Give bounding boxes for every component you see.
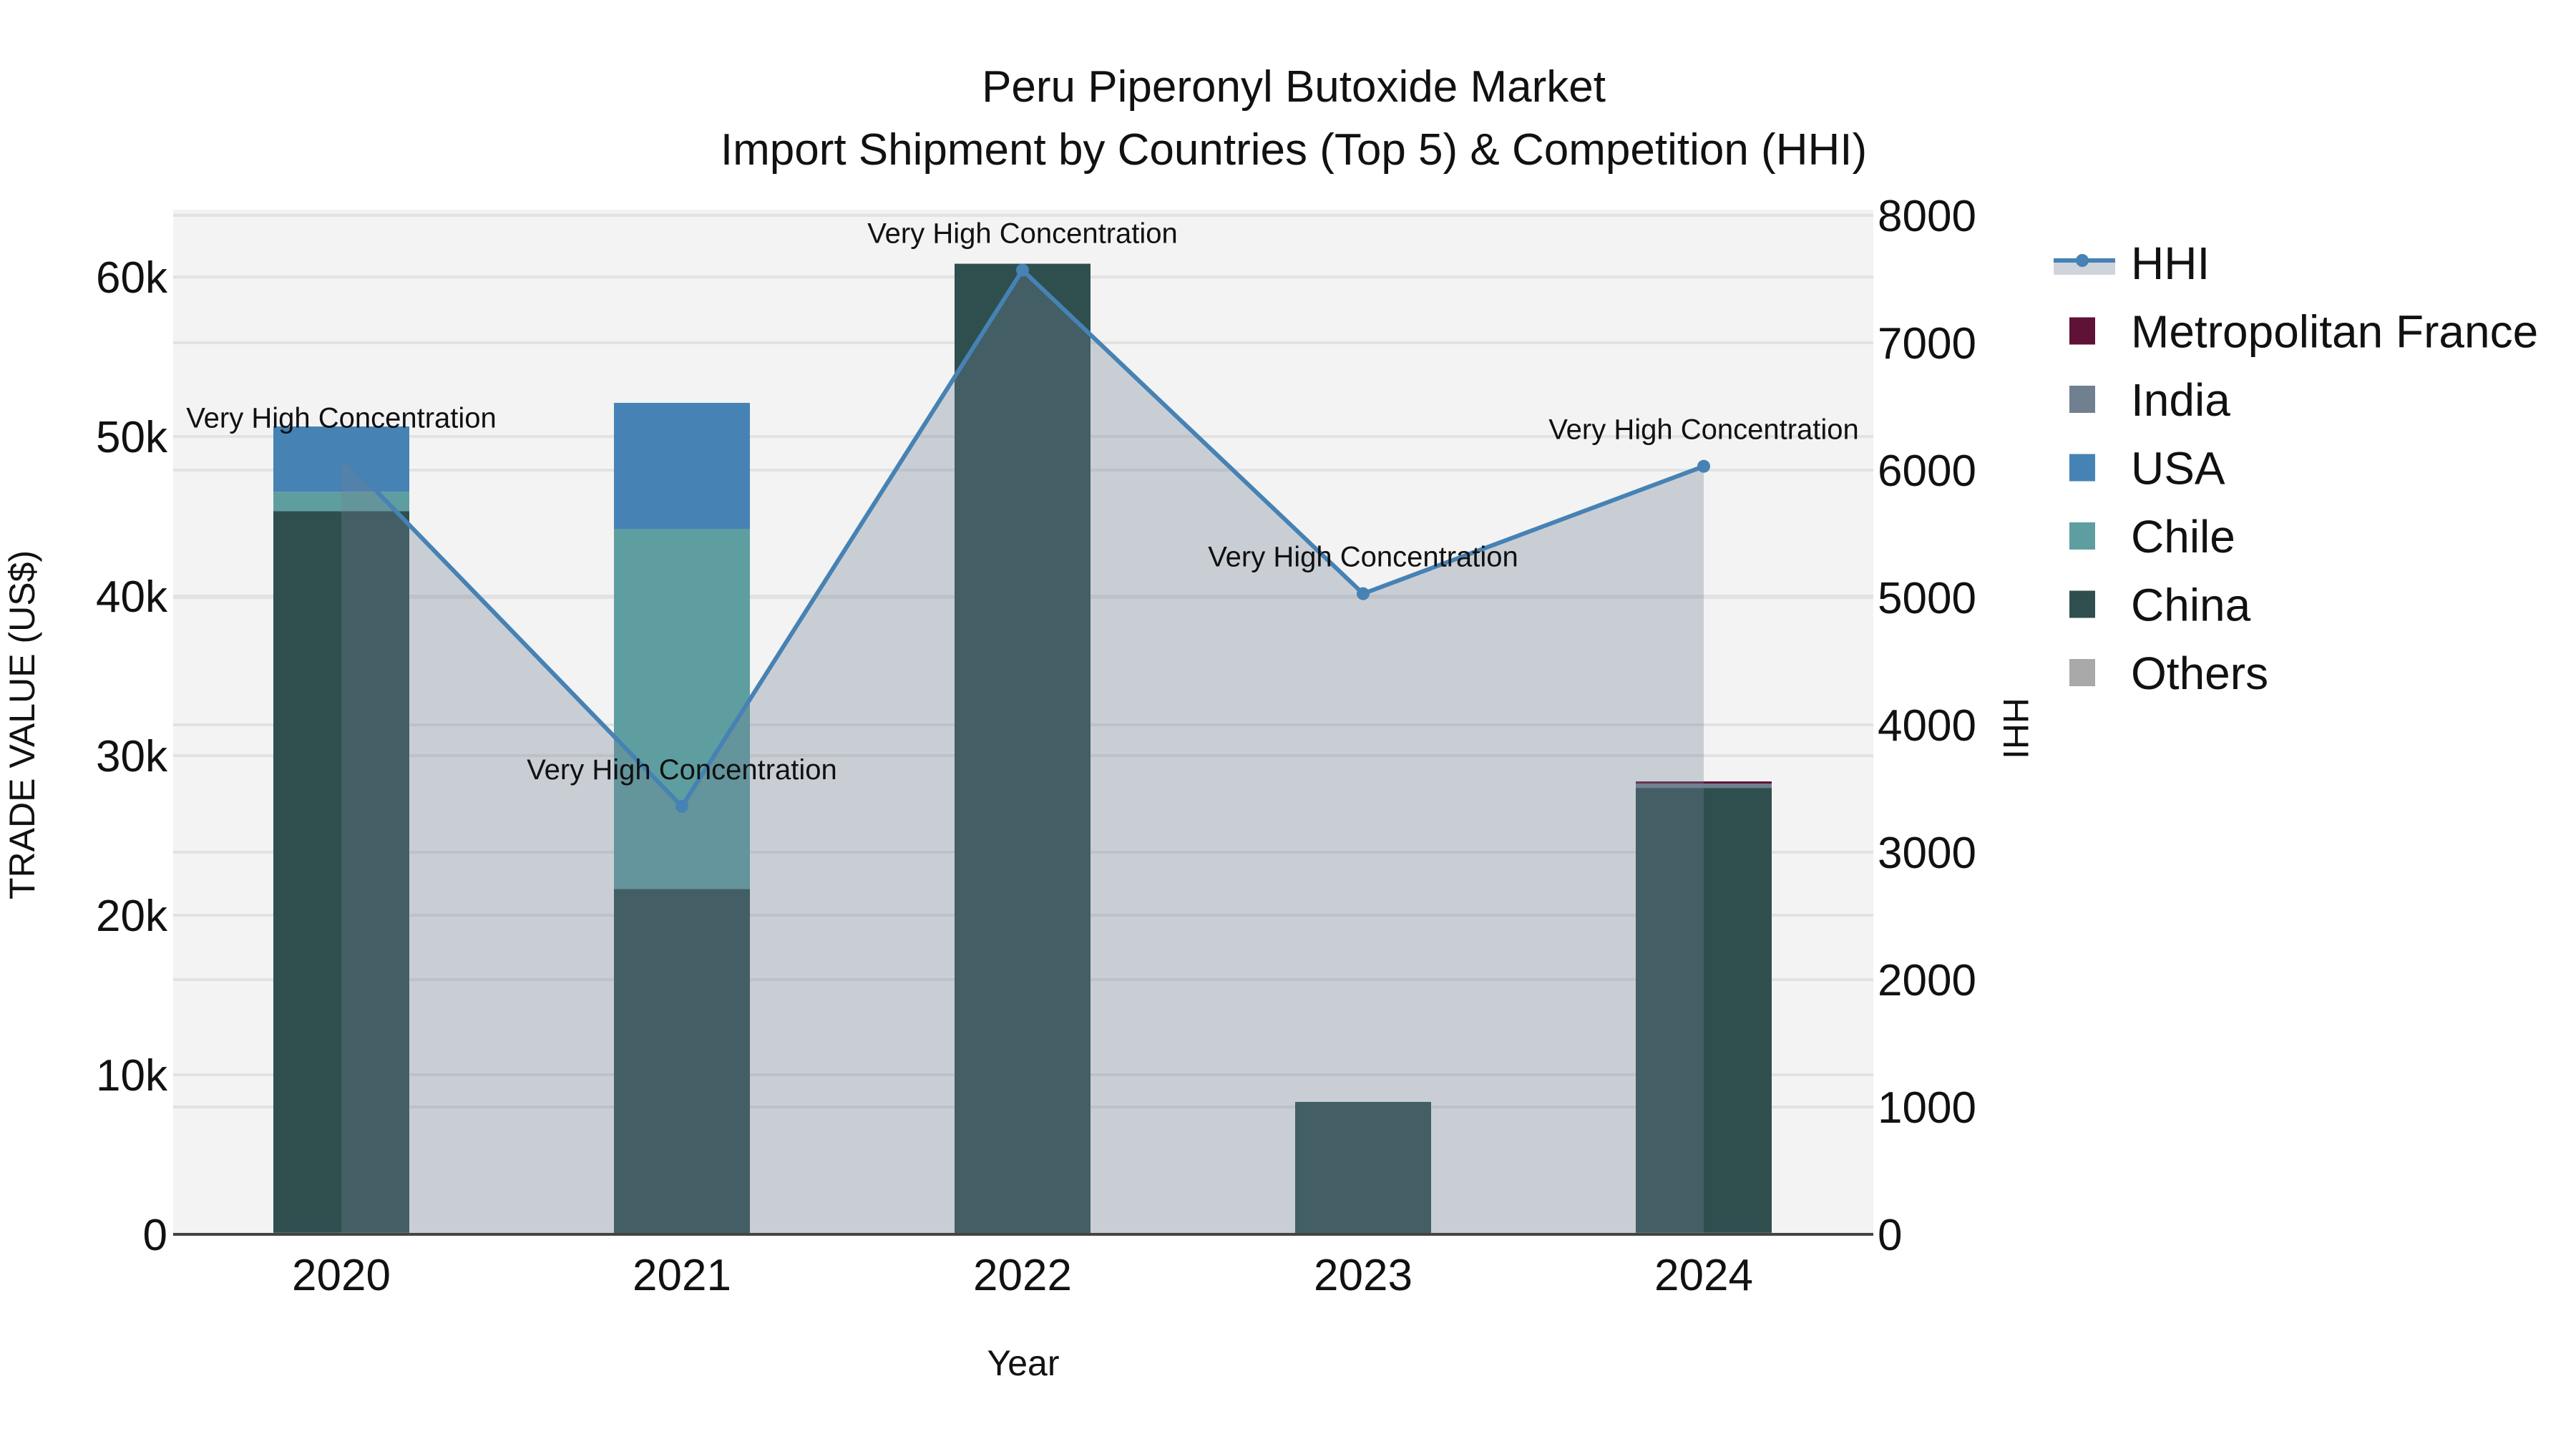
- bar-segment-china: [955, 263, 1091, 1234]
- hhi-annotations: Very High Concentration Very High Concent…: [186, 218, 1859, 786]
- legend-item-others[interactable]: Others: [2069, 648, 2268, 699]
- legend-swatch-icon: [2069, 317, 2095, 345]
- y-tick-label: 60k: [96, 253, 168, 303]
- legend-hhi-fill-swatch: [2054, 260, 2115, 275]
- legend-swatch-icon: [2069, 659, 2095, 686]
- hhi-annotation: Very High Concentration: [867, 218, 1178, 250]
- y2-axis-title: HHI: [1996, 698, 2036, 759]
- hhi-marker: [675, 799, 688, 813]
- legend-item-hhi[interactable]: HHI: [2054, 238, 2210, 289]
- bar-segment-usa: [614, 403, 750, 530]
- bar-segment-china: [1636, 788, 1772, 1233]
- hhi-marker: [1697, 459, 1710, 473]
- legend-item-china[interactable]: China: [2069, 580, 2251, 631]
- bar-segment-china: [273, 511, 409, 1233]
- y-tick-label: 50k: [96, 413, 168, 462]
- bar-segment-metropolitan-france: [1636, 781, 1772, 784]
- legend-item-india[interactable]: India: [2069, 374, 2230, 426]
- y2-tick-label: 0: [1878, 1211, 1902, 1260]
- legend-swatch-icon: [2069, 590, 2095, 618]
- y-tick-label: 40k: [96, 572, 168, 622]
- x-tick-label: 2022: [973, 1251, 1072, 1300]
- hhi-marker: [335, 448, 348, 462]
- y-tick-label: 0: [143, 1211, 167, 1260]
- bar-segment-chile: [614, 529, 750, 889]
- x-tick-label: 2024: [1654, 1251, 1753, 1300]
- legend-label: Chile: [2131, 511, 2235, 562]
- y-axis-title: TRADE VALUE (US$): [2, 550, 42, 899]
- x-tick-label: 2020: [292, 1251, 391, 1300]
- y2-tick-label: 8000: [1878, 192, 1976, 241]
- chart-title: Peru Piperonyl Butoxide Market: [982, 62, 1606, 112]
- y2-tick-label: 4000: [1878, 701, 1976, 751]
- legend-label: HHI: [2131, 238, 2210, 289]
- bar-segment-india: [1636, 784, 1772, 789]
- legend-swatch-icon: [2069, 522, 2095, 550]
- hhi-marker: [1016, 263, 1029, 277]
- legend-item-metropolitan-france[interactable]: Metropolitan France: [2069, 306, 2538, 358]
- legend-swatch-icon: [2069, 386, 2095, 413]
- y2-tick-label: 7000: [1878, 319, 1976, 369]
- legend-item-usa[interactable]: USA: [2069, 443, 2225, 494]
- hhi-area-fill: [341, 270, 1704, 1234]
- x-tick-label: 2021: [633, 1251, 731, 1300]
- legend-item-chile[interactable]: Chile: [2069, 511, 2235, 562]
- x-axis-title: Year: [987, 1343, 1059, 1383]
- legend-label: USA: [2131, 443, 2225, 494]
- hhi-annotation: Very High Concentration: [527, 754, 837, 786]
- y2-tick-label: 3000: [1878, 829, 1976, 878]
- y2-tick-label: 1000: [1878, 1083, 1976, 1133]
- hhi-annotation: Very High Concentration: [1548, 414, 1859, 446]
- chart-subtitle: Import Shipment by Countries (Top 5) & C…: [721, 125, 1867, 175]
- y-tick-label: 20k: [96, 892, 168, 941]
- bar-segment-china: [1295, 1101, 1431, 1234]
- legend-swatch-icon: [2069, 454, 2095, 482]
- hhi-marker: [1357, 587, 1370, 600]
- bar-segment-china: [614, 889, 750, 1234]
- legend-label: Others: [2131, 648, 2268, 699]
- hhi-line: [335, 263, 1710, 1234]
- hhi-annotation: Very High Concentration: [1208, 542, 1518, 573]
- y-tick-label: 30k: [96, 732, 168, 781]
- legend-label: China: [2131, 580, 2251, 631]
- y-tick-label: 10k: [96, 1051, 168, 1101]
- x-tick-label: 2023: [1314, 1251, 1413, 1300]
- y2-tick-label: 6000: [1878, 447, 1976, 496]
- y2-tick-label: 5000: [1878, 574, 1976, 623]
- y2-tick-label: 2000: [1878, 956, 1976, 1005]
- legend-label: India: [2131, 374, 2230, 426]
- legend: HHI Metropolitan France India USA Chile China…: [2054, 238, 2538, 699]
- legend-label: Metropolitan France: [2131, 306, 2538, 358]
- legend-hhi-marker-icon: [2076, 254, 2089, 267]
- axes: 0 10k 20k 30k 40k 50k 60k 0 1000 2000 3000 4000 5000…: [96, 192, 1976, 1300]
- hhi-annotation: Very High Concentration: [186, 403, 497, 434]
